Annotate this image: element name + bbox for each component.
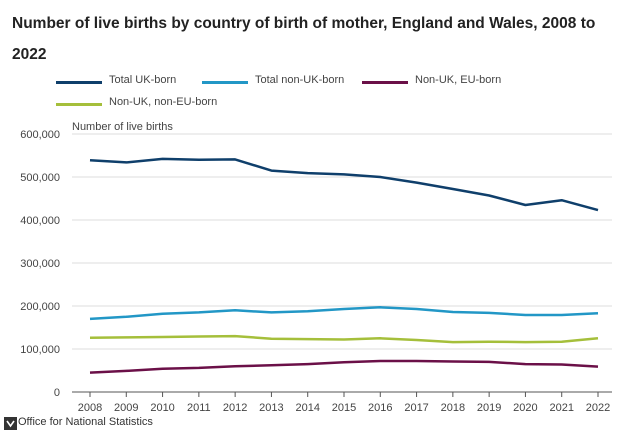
source-text: Office for National Statistics	[18, 416, 153, 428]
x-tick-label: 2022	[586, 402, 610, 414]
x-tick-label: 2012	[223, 402, 247, 414]
series-total-uk-born	[89, 157, 599, 212]
x-tick-label: 2021	[549, 402, 573, 414]
x-tick-label: 2008	[78, 402, 102, 414]
series-non-uk-non-eu-born	[89, 334, 599, 344]
series-line	[89, 359, 599, 374]
x-tick-label: 2017	[404, 402, 428, 414]
y-tick-label: 0	[54, 387, 60, 399]
source-footer: Office for National Statistics	[0, 414, 250, 433]
chart-title: Number of live births by country of birt…	[12, 15, 596, 63]
y-axis-label: Number of live births	[72, 121, 173, 133]
series-non-uk-eu-born	[89, 359, 599, 374]
series-line	[89, 306, 599, 321]
series-total-non-uk-born	[89, 306, 599, 321]
legend-swatch	[362, 81, 408, 84]
x-tick-label: 2019	[477, 402, 501, 414]
y-tick-label: 500,000	[20, 172, 60, 184]
legend-label: Total UK-born	[109, 74, 177, 86]
legend-label: Total non-UK-born	[255, 74, 345, 86]
y-tick-label: 600,000	[20, 129, 60, 141]
x-tick-label: 2009	[114, 402, 138, 414]
legend-swatch	[56, 103, 102, 106]
x-tick-label: 2016	[368, 402, 392, 414]
legend-swatch	[202, 81, 248, 84]
legend-label: Non-UK, non-EU-born	[109, 96, 218, 108]
x-tick-label: 2011	[187, 402, 211, 414]
x-tick-label: 2018	[441, 402, 465, 414]
y-tick-label: 100,000	[20, 344, 60, 356]
ons-logo-icon	[4, 417, 17, 430]
x-tick-label: 2014	[295, 402, 319, 414]
y-tick-label: 300,000	[20, 258, 60, 270]
series-line	[89, 334, 599, 344]
x-tick-label: 2010	[150, 402, 174, 414]
legend-swatch	[56, 81, 102, 84]
x-tick-label: 2020	[513, 402, 537, 414]
x-tick-label: 2013	[259, 402, 283, 414]
y-tick-label: 400,000	[20, 215, 60, 227]
x-tick-label: 2015	[332, 402, 356, 414]
legend-label: Non-UK, EU-born	[415, 74, 502, 86]
y-tick-label: 200,000	[20, 301, 60, 313]
series-line	[89, 157, 599, 212]
